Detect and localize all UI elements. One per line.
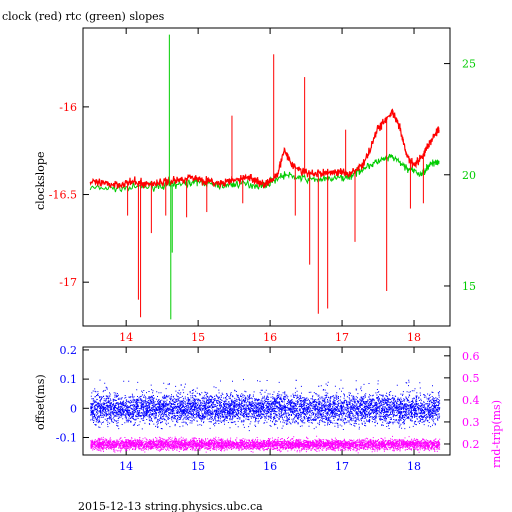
x-tick-label: 14 <box>119 331 133 344</box>
x-tick-label: 15 <box>191 331 205 344</box>
y-tick-label: 0.2 <box>60 344 78 357</box>
y2-tick-label: 0.5 <box>462 372 480 385</box>
y-tick-label: -16 <box>59 101 77 114</box>
y2-tick-label: 20 <box>462 169 476 182</box>
offset-chart-frame <box>82 346 451 456</box>
y-tick-label: -0.1 <box>56 431 77 444</box>
x-tick-label: 18 <box>407 460 421 473</box>
offset-series <box>90 379 441 454</box>
roundtrip-axis-label: rnd-trip(ms) <box>490 400 503 468</box>
x-tick-label: 17 <box>335 460 349 473</box>
chart-title: clock (red) rtc (green) slopes <box>2 10 165 23</box>
offset-y-ticks: -0.1 0 0.1 0.2 <box>56 344 89 444</box>
offset-chart: 14 15 16 17 18 -0.1 0 0.1 0.2 0.2 0.3 0.4 0.5 0.6 o… <box>34 344 503 473</box>
x-tick-label: 15 <box>191 460 205 473</box>
slope-series <box>89 34 440 320</box>
x-tick-label: 18 <box>407 331 421 344</box>
offset-x-ticks: 14 15 16 17 18 <box>119 347 421 473</box>
y2-tick-label: 15 <box>462 280 476 293</box>
y2-tick-label: 0.6 <box>462 350 480 363</box>
clock-series-line <box>89 108 440 189</box>
rtc-series-line <box>89 153 440 193</box>
slope-y2-ticks: 15 20 25 <box>444 58 476 293</box>
x-tick-label: 17 <box>335 331 349 344</box>
y2-tick-label: 0.2 <box>462 438 480 451</box>
x-tick-label: 16 <box>263 460 277 473</box>
y2-tick-label: 0.3 <box>462 416 480 429</box>
slope-chart-frame <box>82 27 451 327</box>
x-tick-label: 14 <box>119 460 133 473</box>
slope-chart: 14 15 16 17 18 -17 -16.5 -16 15 20 25 clockslope <box>34 27 476 344</box>
y-tick-label: -17 <box>59 276 77 289</box>
roundtrip-y-ticks: 0.2 0.3 0.4 0.5 0.6 <box>444 350 480 451</box>
roundtrip-scatter-points <box>90 435 441 454</box>
footer-text: 2015-12-13 string.physics.ubc.ca <box>78 500 263 512</box>
offset-scatter-points <box>90 379 441 432</box>
y2-tick-label: 25 <box>462 58 476 71</box>
clockslope-axis-label: clockslope <box>34 152 47 210</box>
y-tick-label: -16.5 <box>49 189 77 202</box>
y-tick-label: 0 <box>70 402 77 415</box>
y2-tick-label: 0.4 <box>462 394 480 407</box>
slope-y-ticks: -17 -16.5 -16 <box>49 101 89 289</box>
x-tick-label: 16 <box>263 331 277 344</box>
offset-axis-label: offset(ms) <box>34 374 47 430</box>
y-tick-label: 0.1 <box>60 373 78 386</box>
slope-x-ticks: 14 15 16 17 18 <box>119 28 421 344</box>
